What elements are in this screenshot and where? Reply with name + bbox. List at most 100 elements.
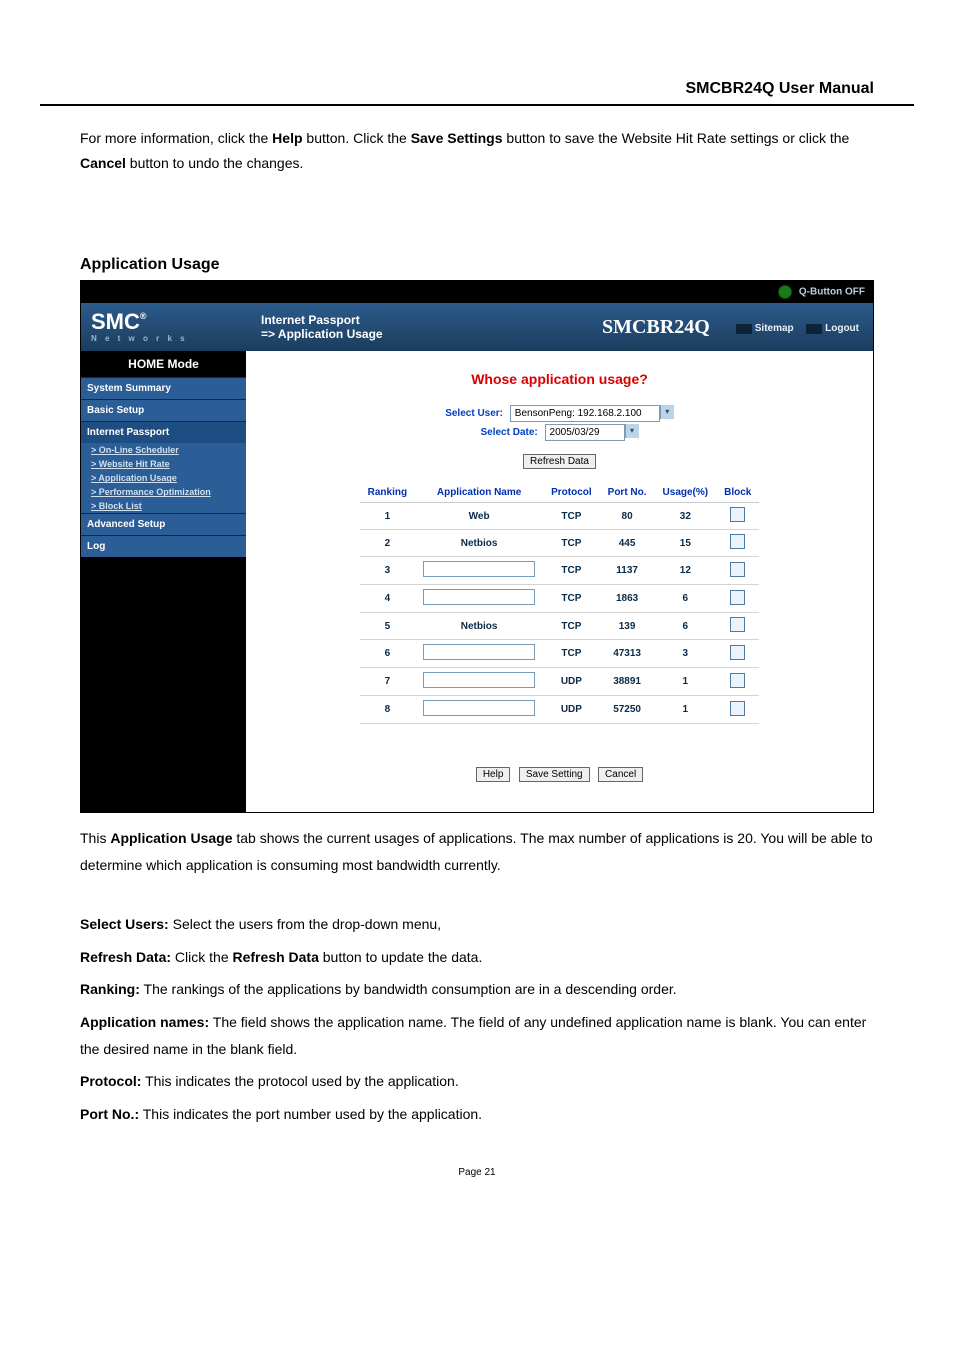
cell-port: 57250 xyxy=(600,696,655,724)
intro-text: button to save the Website Hit Rate sett… xyxy=(503,130,850,146)
select-users-paragraph: Select Users: Select the users from the … xyxy=(80,911,874,938)
sidebar-item-system-summary[interactable]: System Summary xyxy=(81,377,246,399)
sidebar-item-basic-setup[interactable]: Basic Setup xyxy=(81,399,246,421)
cell-protocol: UDP xyxy=(543,696,600,724)
select-user-value: BensonPeng: 192.168.2.100 xyxy=(515,408,642,419)
sidebar-sub-perf-opt[interactable]: > Performance Optimization xyxy=(81,485,246,499)
text: This indicates the port number used by t… xyxy=(139,1106,482,1122)
cell-app-name xyxy=(415,585,543,613)
text-bold: Application Usage xyxy=(110,830,232,846)
refresh-data-paragraph: Refresh Data: Click the Refresh Data but… xyxy=(80,944,874,971)
app-name-input[interactable] xyxy=(423,561,535,577)
cell-port: 80 xyxy=(600,503,655,530)
table-row: 6TCP473133 xyxy=(360,640,760,668)
cell-port: 445 xyxy=(600,530,655,557)
cancel-button[interactable]: Cancel xyxy=(598,767,643,782)
logout-link[interactable]: Logout xyxy=(806,323,859,334)
col-app-name: Application Name xyxy=(415,483,543,503)
intro-text: For more information, click the xyxy=(80,130,272,146)
logo: SMC® N e t w o r k s xyxy=(81,311,251,343)
intro-paragraph: For more information, click the Help but… xyxy=(80,126,874,176)
select-date-dropdown[interactable]: 2005/03/29 xyxy=(545,424,625,441)
port-paragraph: Port No.: This indicates the port number… xyxy=(80,1101,874,1128)
sidebar-item-advanced-setup[interactable]: Advanced Setup xyxy=(81,513,246,535)
block-checkbox[interactable] xyxy=(730,701,745,716)
chevron-down-icon[interactable]: ▾ xyxy=(625,424,639,438)
text-bold: Port No.: xyxy=(80,1106,139,1122)
text-bold: Select Users: xyxy=(80,916,169,932)
cell-protocol: TCP xyxy=(543,530,600,557)
text: The rankings of the applications by band… xyxy=(140,981,677,997)
cell-app-name xyxy=(415,668,543,696)
table-row: 1WebTCP8032 xyxy=(360,503,760,530)
table-row: 4TCP18636 xyxy=(360,585,760,613)
sidebar-item-internet-passport[interactable]: Internet Passport xyxy=(81,421,246,443)
cell-port: 139 xyxy=(600,613,655,640)
table-row: 3TCP113712 xyxy=(360,557,760,585)
text: This xyxy=(80,830,110,846)
text: This indicates the protocol used by the … xyxy=(141,1073,458,1089)
section-heading: Application Usage xyxy=(0,186,954,280)
block-checkbox[interactable] xyxy=(730,645,745,660)
cell-block xyxy=(716,557,759,585)
cell-rank: 8 xyxy=(360,696,415,724)
page-number: Page 21 xyxy=(0,1167,954,1178)
qbutton-bar: Q-Button OFF xyxy=(81,281,873,303)
cell-rank: 4 xyxy=(360,585,415,613)
cell-rank: 2 xyxy=(360,530,415,557)
table-row: 2NetbiosTCP44515 xyxy=(360,530,760,557)
select-user-dropdown[interactable]: BensonPeng: 192.168.2.100 xyxy=(510,405,660,422)
logout-label: Logout xyxy=(825,323,859,334)
block-checkbox[interactable] xyxy=(730,590,745,605)
cell-protocol: TCP xyxy=(543,557,600,585)
cell-usage: 15 xyxy=(655,530,717,557)
cell-block xyxy=(716,696,759,724)
sidebar-sub-block-list[interactable]: > Block List xyxy=(81,499,246,513)
sidebar: HOME Mode System Summary Basic Setup Int… xyxy=(81,351,246,812)
col-ranking: Ranking xyxy=(360,483,415,503)
table-header-row: Ranking Application Name Protocol Port N… xyxy=(360,483,760,503)
block-checkbox[interactable] xyxy=(730,617,745,632)
cell-app-name xyxy=(415,696,543,724)
sidebar-sub-app-usage[interactable]: > Application Usage xyxy=(81,471,246,485)
refresh-data-button[interactable]: Refresh Data xyxy=(523,454,596,469)
doc-header: SMCBR24Q User Manual xyxy=(40,0,914,106)
cell-protocol: TCP xyxy=(543,585,600,613)
cell-block xyxy=(716,613,759,640)
logo-reg: ® xyxy=(140,311,147,321)
cell-app-name xyxy=(415,557,543,585)
app-name-input[interactable] xyxy=(423,700,535,716)
block-checkbox[interactable] xyxy=(730,507,745,522)
content-title: Whose application usage? xyxy=(266,371,853,387)
help-button[interactable]: Help xyxy=(476,767,511,782)
cell-usage: 1 xyxy=(655,696,717,724)
breadcrumb-line2: => Application Usage xyxy=(261,327,584,341)
block-checkbox[interactable] xyxy=(730,534,745,549)
app-name-input[interactable] xyxy=(423,589,535,605)
sitemap-link[interactable]: Sitemap xyxy=(736,323,794,334)
sidebar-sub-scheduler[interactable]: > On-Line Scheduler xyxy=(81,443,246,457)
block-checkbox[interactable] xyxy=(730,673,745,688)
app-names-paragraph: Application names: The field shows the a… xyxy=(80,1009,874,1062)
text-bold: Application names: xyxy=(80,1014,209,1030)
cell-usage: 12 xyxy=(655,557,717,585)
cell-usage: 32 xyxy=(655,503,717,530)
cell-rank: 3 xyxy=(360,557,415,585)
sidebar-mode: HOME Mode xyxy=(81,351,246,377)
qbutton-icon xyxy=(778,285,792,299)
cell-port: 1863 xyxy=(600,585,655,613)
table-row: 8 UDP572501 xyxy=(360,696,760,724)
sidebar-item-log[interactable]: Log xyxy=(81,535,246,557)
cell-rank: 6 xyxy=(360,640,415,668)
block-checkbox[interactable] xyxy=(730,562,745,577)
text-bold: Refresh Data xyxy=(233,949,319,965)
app-name-input[interactable] xyxy=(423,672,535,688)
chevron-down-icon[interactable]: ▾ xyxy=(660,405,674,419)
sidebar-sub-website-hit[interactable]: > Website Hit Rate xyxy=(81,457,246,471)
app-name-input[interactable] xyxy=(423,644,535,660)
save-setting-button[interactable]: Save Setting xyxy=(519,767,590,782)
protocol-paragraph: Protocol: This indicates the protocol us… xyxy=(80,1068,874,1095)
content-area: Whose application usage? Select User: Be… xyxy=(246,351,873,812)
text-bold: Protocol: xyxy=(80,1073,141,1089)
text-bold: Refresh Data: xyxy=(80,949,171,965)
